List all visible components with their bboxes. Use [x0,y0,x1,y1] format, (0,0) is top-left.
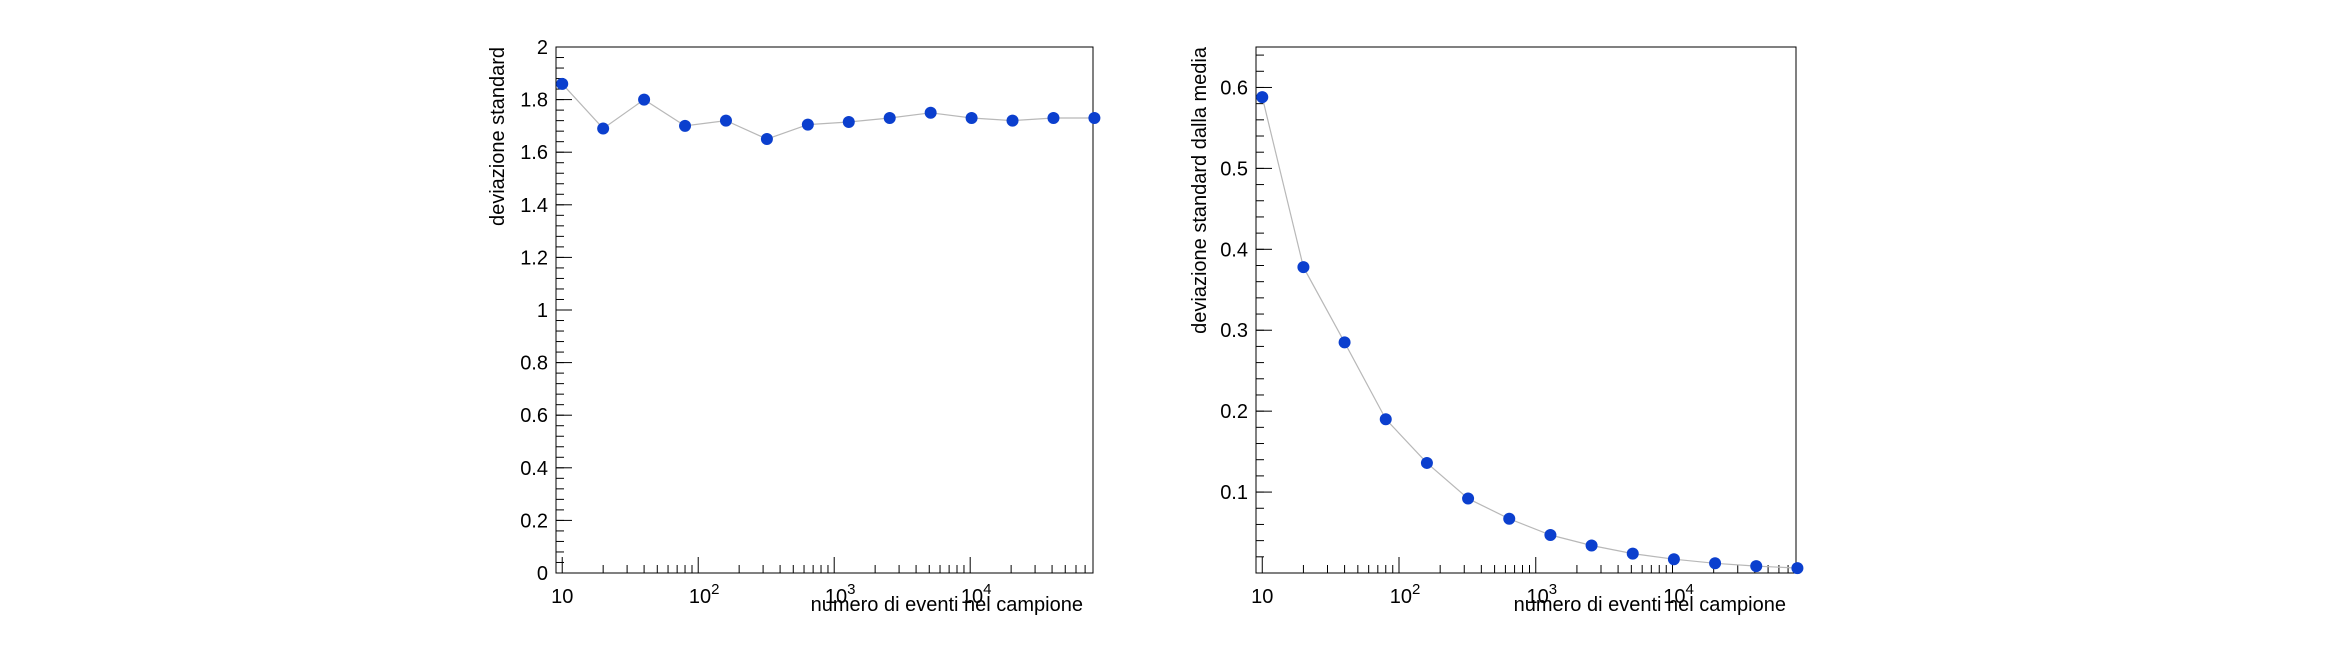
data-point [1750,560,1763,573]
data-point [1667,553,1680,566]
x-tick-label: 103 [1526,581,1557,608]
y-tick-label: 0.5 [1220,158,1248,180]
data-point [1256,91,1269,104]
y-tick-label: 2 [537,37,548,59]
y-tick-label: 0.3 [1220,320,1248,342]
data-point [1709,557,1722,570]
y-tick-label: 0.2 [520,510,548,532]
y-tick-label: 0.1 [1220,482,1248,504]
data-point [679,119,692,132]
data-point [1379,413,1392,426]
x-tick-label: 103 [825,581,856,608]
y-tick-label: 1.6 [520,142,548,164]
data-point [1626,547,1639,560]
data-point [1420,456,1433,469]
y-tick-label: 0 [537,563,548,585]
data-point [965,112,978,125]
data-point [1462,492,1475,505]
y-tick-label: 0.6 [520,405,548,427]
data-point [1585,539,1598,552]
series-line [561,83,1095,140]
data-point [1791,562,1804,575]
x-tick-label: 102 [1390,581,1421,608]
y-tick-label: 0.4 [1220,239,1248,261]
x-axis-title: numero di eventi nel campione [1514,594,1786,616]
y-tick-label: 1.4 [520,195,548,217]
data-point [760,133,773,146]
data-point [1006,114,1019,127]
x-tick-label: 10 [1251,586,1273,608]
data-point [556,77,569,90]
y-tick-label: 1 [537,300,548,322]
y-tick-label: 0.8 [520,353,548,375]
plot-frame [1255,46,1797,574]
data-point [638,93,651,106]
y-axis-title: deviazione standard [487,47,509,226]
plot-1: 0 0.2 0.4 0.6 0.8 1 1.2 1.4 1.6 1.8 2 10 102 103 104nu… [487,37,1101,616]
data-point [842,115,855,128]
y-tick-label: 0.6 [1220,77,1248,99]
y-tick-label: 0.2 [1220,401,1248,423]
x-axis-title: numero di eventi nel campione [811,594,1083,616]
data-point [1088,112,1101,125]
data-point [801,118,814,131]
data-point [1297,261,1310,274]
x-tick-label: 104 [1663,581,1694,608]
data-point [719,114,732,127]
x-tick-label: 104 [961,581,992,608]
x-tick-label: 102 [689,581,720,608]
y-tick-label: 1.8 [520,90,548,112]
data-point [924,106,937,119]
data-point [883,112,896,125]
data-point [1544,528,1557,541]
y-tick-label: 1.2 [520,247,548,269]
data-point [1047,112,1060,125]
y-axis-title: deviazione standard dalla media [1189,46,1211,334]
data-point [597,122,610,135]
y-tick-label: 0.4 [520,458,548,480]
data-point [1503,512,1516,525]
x-tick-label: 10 [551,586,573,608]
data-point [1338,336,1351,349]
series-line [1261,97,1798,569]
